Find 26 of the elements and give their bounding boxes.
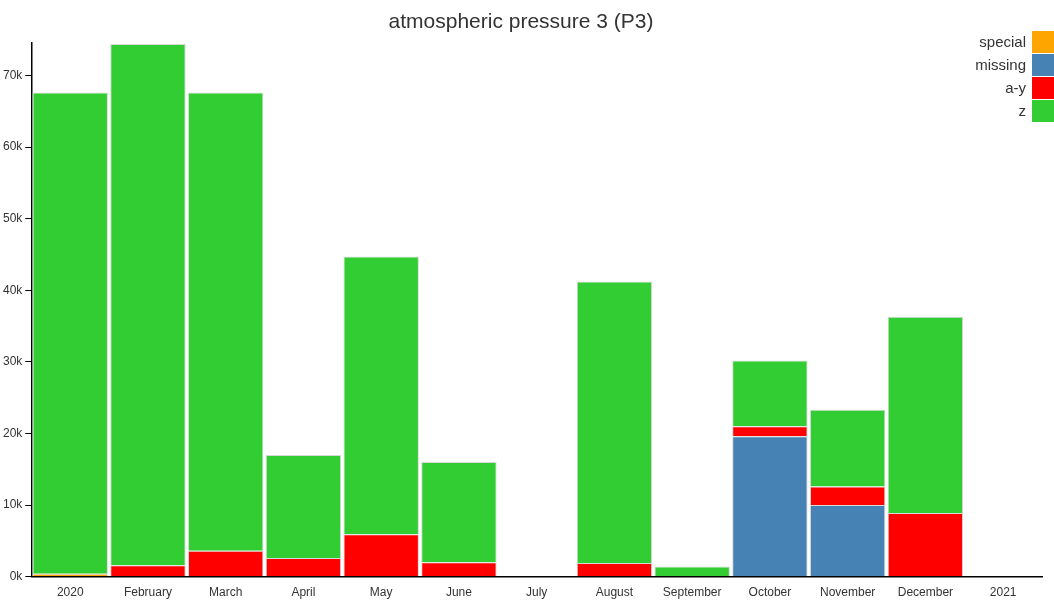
legend-label: special xyxy=(979,33,1026,50)
legend-label: a-y xyxy=(1005,79,1026,96)
x-tick-label: April xyxy=(291,585,316,600)
x-tick-label: June xyxy=(445,585,473,600)
x-tick-label: November xyxy=(819,585,876,600)
y-tick-label: 40k xyxy=(2,282,24,297)
y-tick-label: 50k xyxy=(2,210,24,225)
x-tick-label: September xyxy=(662,585,722,600)
x-tick-label: July xyxy=(526,585,548,600)
legend-label: missing xyxy=(975,56,1026,73)
y-tick-label: 30k xyxy=(2,354,24,369)
x-tick-label: August xyxy=(595,585,634,600)
y-tick-label: 10k xyxy=(2,497,24,512)
y-tick-label: 0k xyxy=(9,568,24,583)
legend-label: z xyxy=(1018,102,1026,119)
x-tick-label: May xyxy=(369,585,393,600)
x-tick-label: March xyxy=(209,585,243,600)
chart-title: atmospheric pressure 3 (P3) xyxy=(388,9,654,33)
y-tick-label: 70k xyxy=(2,67,24,82)
y-tick-label: 60k xyxy=(2,139,24,154)
x-tick-label: December xyxy=(897,585,954,600)
x-tick-label: 2021 xyxy=(989,585,1017,600)
x-tick-label: February xyxy=(123,585,172,600)
y-tick-label: 20k xyxy=(2,425,24,440)
x-tick-label: October xyxy=(748,585,792,600)
x-tick-label: 2020 xyxy=(56,585,84,600)
